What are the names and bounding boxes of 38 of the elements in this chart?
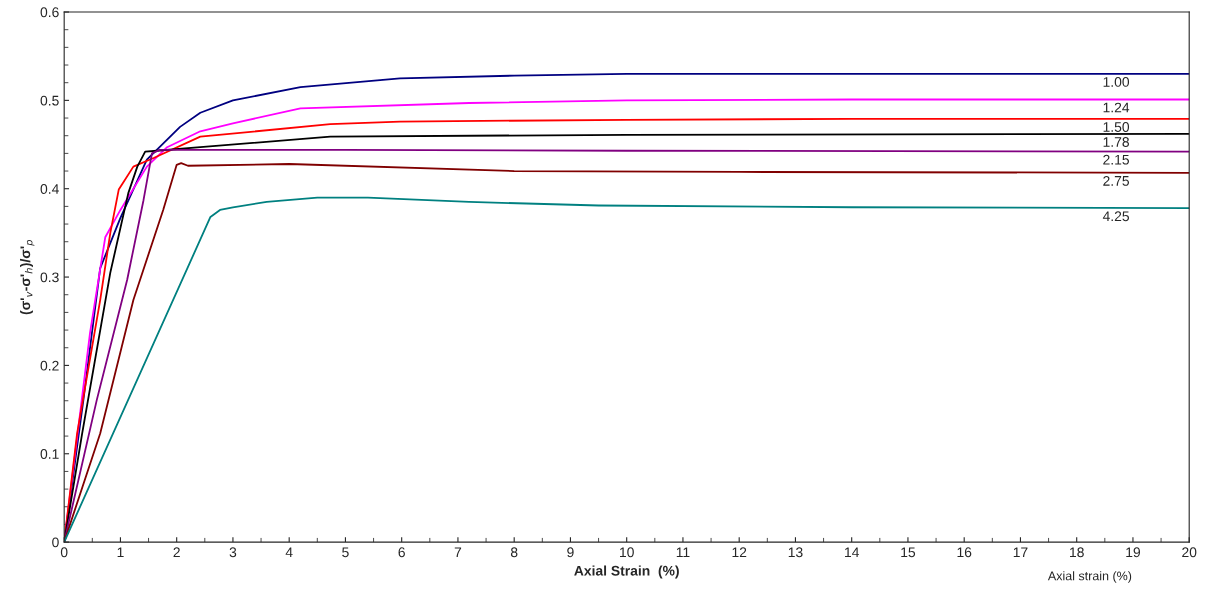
x-tick-label: 14 [845,547,860,558]
x-tick-label: 6 [398,547,405,558]
y-tick-label: 0.5 [40,95,59,106]
series-label: 2.15 [1103,154,1130,165]
y-tick-label: 0.3 [40,272,59,283]
series-label: 1.00 [1103,77,1130,87]
x-axis-title: Axial Strain (%) [574,565,679,579]
x-tick-label: 18 [1070,547,1084,558]
series-label: 2.75 [1103,175,1130,186]
y-tick-label: 0 [52,537,59,548]
x-tick-label: 13 [788,547,803,558]
x-tick-label: 10 [620,547,634,558]
x-tick-label: 12 [732,547,747,558]
y-tick-label: 0.4 [40,184,59,194]
x-tick-label: 4 [285,547,293,558]
x-tick-label: 11 [676,547,690,558]
series-label: 1.50 [1103,122,1130,132]
series-label: 4.25 [1102,211,1130,222]
x-tick-label: 5 [342,547,349,558]
x-tick-label: 9 [567,547,574,558]
series-label: 1.78 [1103,137,1129,147]
series-label: 1.24 [1103,102,1130,113]
x-tick-label: 15 [901,547,916,558]
x-tick-label: 3 [229,547,237,558]
x-tick-label: 16 [957,547,972,558]
y-axis-title: (σ'$_{v}$-σ'$_{h}$)/σ'$_{p}$ [20,240,35,315]
x-tick-label: 17 [1013,547,1028,558]
y-tick-label: 0.2 [40,360,59,371]
x-tick-label: 0 [60,547,68,558]
x-tick-label: 19 [1126,547,1141,558]
text: Axial strain (%) [1047,571,1132,583]
y-tick-label: 0.1 [40,449,59,459]
x-tick-label: 8 [510,547,518,558]
x-tick-label: 7 [454,547,462,558]
x-tick-label: 20 [1182,547,1197,558]
x-tick-label: 2 [173,547,180,558]
y-tick-label: 0.6 [40,7,59,18]
x-tick-label: 1 [117,547,124,558]
